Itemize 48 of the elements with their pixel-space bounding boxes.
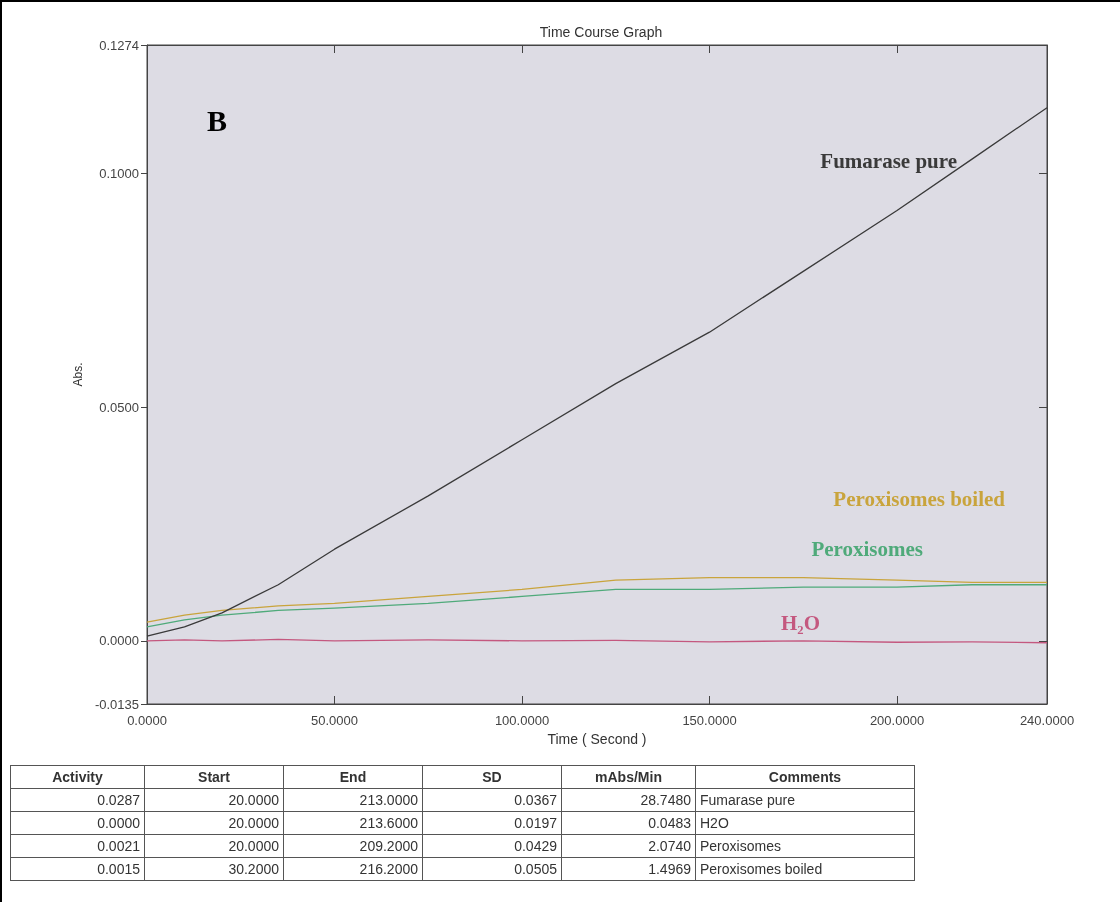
text: 1.4969 <box>561 857 696 881</box>
chart-title: Time Course Graph <box>539 24 663 40</box>
text: 28.7480 <box>561 788 696 812</box>
y-axis-title: Abs. <box>71 362 86 387</box>
x-tick-label: 240.0000 <box>1019 713 1075 728</box>
text: SD <box>422 765 562 789</box>
x-tick-label: 100.0000 <box>494 713 550 728</box>
x-tick-label: 200.0000 <box>869 713 925 728</box>
text: 0.0287 <box>10 788 145 812</box>
text: 0.0015 <box>10 857 145 881</box>
y-tick-label: 0.0000 <box>99 633 139 649</box>
text: H2O <box>695 811 915 835</box>
text: 0.0021 <box>10 834 145 858</box>
text: 0.0429 <box>422 834 562 858</box>
text: 20.0000 <box>144 811 284 835</box>
y-tick-label: 0.1274 <box>99 37 139 53</box>
text: Start <box>144 765 284 789</box>
text: Peroxisomes <box>695 834 915 858</box>
text: 0.0367 <box>422 788 562 812</box>
y-tick-label: 0.0500 <box>99 399 139 415</box>
x-tick-label: 150.0000 <box>682 713 737 728</box>
text: 209.2000 <box>283 834 423 858</box>
text: 20.0000 <box>144 788 284 812</box>
series-label: H₂O <box>781 610 820 635</box>
text: 213.0000 <box>283 788 423 812</box>
text: End <box>283 765 423 789</box>
text: 0.0197 <box>422 811 562 835</box>
text: mAbs/Min <box>561 765 696 789</box>
text: Peroxisomes boiled <box>833 487 1006 512</box>
series-label: Fumarase pure <box>820 148 957 173</box>
x-tick-label: 50.0000 <box>311 713 358 728</box>
text: Fumarase pure <box>695 788 915 812</box>
text: 213.6000 <box>283 811 423 835</box>
text: Peroxisomes boiled <box>695 857 915 881</box>
text: 2.0740 <box>561 834 696 858</box>
text: 30.2000 <box>144 857 284 881</box>
series-label: Peroxisomes <box>811 536 923 561</box>
annotation: B <box>207 103 228 137</box>
text: Activity <box>10 765 145 789</box>
text: 216.2000 <box>283 857 423 881</box>
y-tick-label: 0.1000 <box>99 165 139 181</box>
x-tick-label: 0.0000 <box>127 713 167 728</box>
text: Comments <box>695 765 915 789</box>
text: 20.0000 <box>144 834 284 858</box>
y-tick-label: -0.0135 <box>94 696 139 712</box>
text: 0.0505 <box>422 857 562 881</box>
x-axis-title: Time ( Second ) <box>547 731 647 747</box>
text: 0.0483 <box>561 811 696 835</box>
